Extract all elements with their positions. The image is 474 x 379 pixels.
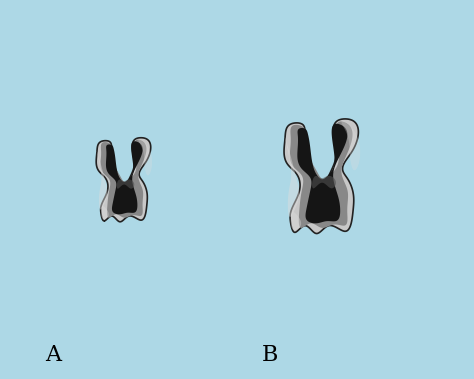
Polygon shape xyxy=(97,151,107,210)
Polygon shape xyxy=(312,176,336,188)
Polygon shape xyxy=(100,139,146,218)
Polygon shape xyxy=(101,206,109,219)
Polygon shape xyxy=(291,212,301,230)
Text: B: B xyxy=(262,344,278,366)
Text: A: A xyxy=(45,344,61,366)
Polygon shape xyxy=(290,121,353,228)
Polygon shape xyxy=(117,179,134,189)
Polygon shape xyxy=(285,137,299,217)
Polygon shape xyxy=(96,138,151,222)
Polygon shape xyxy=(138,140,152,175)
Polygon shape xyxy=(106,141,143,215)
Polygon shape xyxy=(341,122,360,170)
Polygon shape xyxy=(284,119,358,233)
Polygon shape xyxy=(297,124,347,223)
